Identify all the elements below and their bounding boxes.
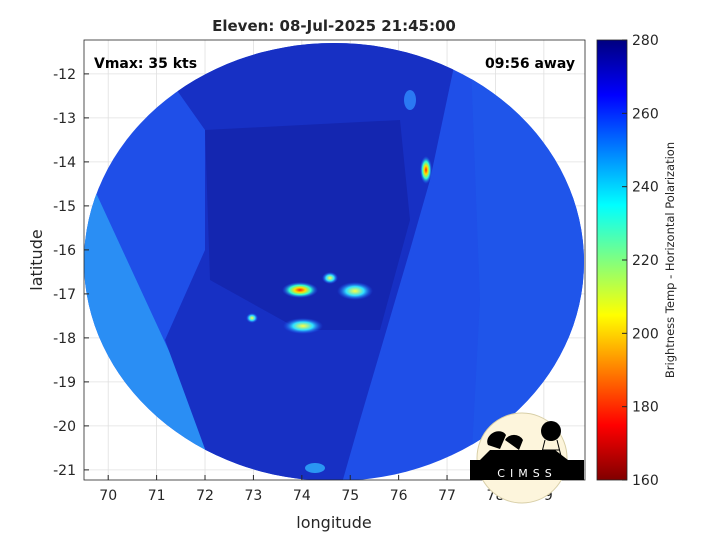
x-tick-label: 73 bbox=[245, 488, 263, 504]
logo-text: CIMSS bbox=[497, 467, 556, 480]
time-away-annotation: 09:56 away bbox=[485, 56, 575, 72]
colorbar-tick-label: 240 bbox=[632, 180, 659, 196]
x-tick-label: 77 bbox=[438, 488, 456, 504]
x-tick-label: 72 bbox=[196, 488, 214, 504]
x-tick-label: 74 bbox=[293, 488, 311, 504]
colorbar-label: Brightness Temp - Horizontal Polarizatio… bbox=[663, 142, 677, 378]
y-tick-label: -15 bbox=[53, 199, 76, 215]
x-tick-label: 70 bbox=[99, 488, 117, 504]
y-tick-label: -17 bbox=[53, 287, 76, 303]
x-tick-label: 76 bbox=[390, 488, 408, 504]
y-tick-label: -20 bbox=[53, 419, 76, 435]
y-tick-label: -18 bbox=[53, 331, 76, 347]
x-axis-ticks: 70717273747576777879 bbox=[99, 475, 553, 504]
x-axis-label: longitude bbox=[296, 513, 371, 532]
y-axis-label: latitude bbox=[27, 229, 46, 290]
vmax-annotation: Vmax: 35 kts bbox=[94, 56, 197, 72]
axes-box bbox=[83, 39, 586, 481]
y-tick-label: -19 bbox=[53, 375, 76, 391]
y-axis-ticks: -12 -13 -14 -15 -16 -17 -18 -19 -20 -21 bbox=[53, 67, 89, 479]
cimss-logo: CIMSS bbox=[470, 412, 584, 504]
chart-title: Eleven: 08-Jul-2025 21:45:00 bbox=[212, 17, 456, 35]
y-tick-label: -14 bbox=[53, 155, 76, 171]
y-tick-label: -16 bbox=[53, 243, 76, 259]
x-tick-label: 75 bbox=[341, 488, 359, 504]
colorbar-tick-label: 160 bbox=[632, 473, 659, 489]
x-tick-label: 71 bbox=[148, 488, 166, 504]
colorbar-tick-label: 280 bbox=[632, 33, 659, 49]
colorbar-tick-label: 260 bbox=[632, 106, 659, 122]
y-tick-label: -21 bbox=[53, 463, 76, 479]
colorbar: 160 180 200 220 240 260 280 Brightness Temp - … bbox=[596, 33, 677, 489]
y-tick-label: -12 bbox=[53, 67, 76, 83]
colorbar-tick-label: 180 bbox=[632, 400, 659, 416]
colorbar-tick-label: 200 bbox=[632, 326, 659, 342]
y-tick-label: -13 bbox=[53, 111, 76, 127]
colorbar-tick-label: 220 bbox=[632, 253, 659, 269]
